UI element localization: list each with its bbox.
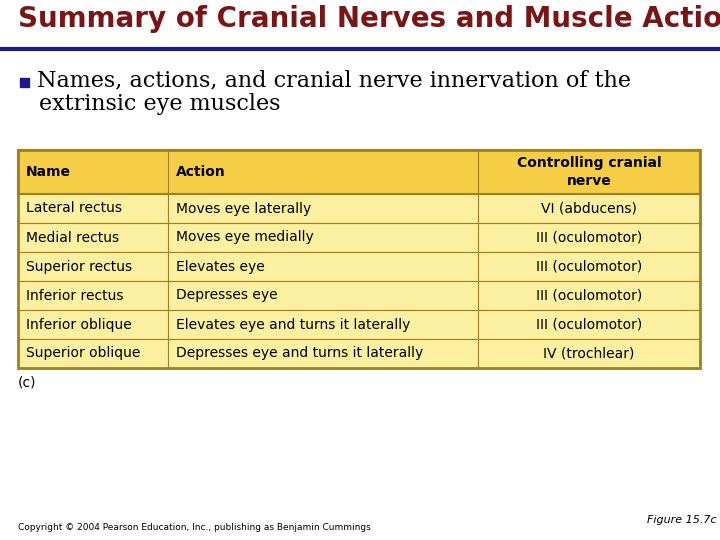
Text: Superior oblique: Superior oblique	[26, 347, 140, 361]
Bar	[20, 78, 29, 86]
Bar	[18, 150, 700, 194]
Text: Controlling cranial
nerve: Controlling cranial nerve	[517, 157, 661, 187]
Text: (c): (c)	[18, 376, 37, 390]
Text: Elevates eye: Elevates eye	[176, 260, 265, 273]
Text: Superior rectus: Superior rectus	[26, 260, 132, 273]
Text: Summary of Cranial Nerves and Muscle Actions: Summary of Cranial Nerves and Muscle Act…	[18, 5, 720, 33]
Text: Inferior oblique: Inferior oblique	[26, 318, 132, 332]
Text: Names, actions, and cranial nerve innervation of the: Names, actions, and cranial nerve innerv…	[37, 69, 631, 91]
Bar	[18, 252, 700, 281]
Text: Depresses eye: Depresses eye	[176, 288, 278, 302]
Text: III (oculomotor): III (oculomotor)	[536, 231, 642, 245]
Text: Action: Action	[176, 165, 226, 179]
Bar	[18, 339, 700, 368]
Bar	[18, 194, 700, 223]
Bar	[18, 150, 700, 368]
Text: Lateral rectus: Lateral rectus	[26, 201, 122, 215]
Text: Figure 15.7c: Figure 15.7c	[647, 515, 717, 525]
Text: III (oculomotor): III (oculomotor)	[536, 318, 642, 332]
Text: Moves eye laterally: Moves eye laterally	[176, 201, 311, 215]
Text: III (oculomotor): III (oculomotor)	[536, 288, 642, 302]
Text: extrinsic eye muscles: extrinsic eye muscles	[39, 93, 281, 115]
Text: Inferior rectus: Inferior rectus	[26, 288, 124, 302]
Text: Medial rectus: Medial rectus	[26, 231, 119, 245]
Text: VI (abducens): VI (abducens)	[541, 201, 637, 215]
Bar	[18, 223, 700, 252]
Text: Name: Name	[26, 165, 71, 179]
Text: IV (trochlear): IV (trochlear)	[544, 347, 635, 361]
Text: Moves eye medially: Moves eye medially	[176, 231, 314, 245]
Text: Copyright © 2004 Pearson Education, Inc., publishing as Benjamin Cummings: Copyright © 2004 Pearson Education, Inc.…	[18, 523, 371, 532]
Bar	[18, 281, 700, 310]
Text: Elevates eye and turns it laterally: Elevates eye and turns it laterally	[176, 318, 410, 332]
Text: Depresses eye and turns it laterally: Depresses eye and turns it laterally	[176, 347, 423, 361]
Text: III (oculomotor): III (oculomotor)	[536, 260, 642, 273]
Bar	[18, 310, 700, 339]
